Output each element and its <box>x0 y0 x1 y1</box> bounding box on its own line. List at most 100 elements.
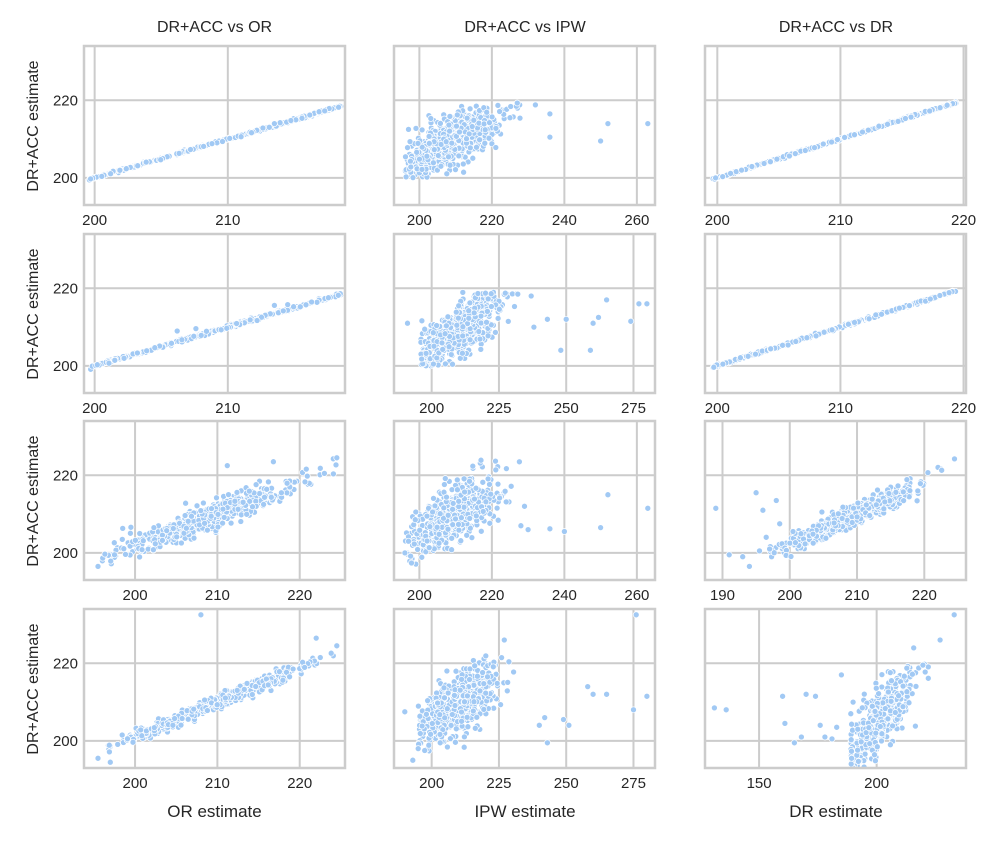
data-point <box>303 466 309 472</box>
data-point <box>471 310 477 316</box>
data-point <box>587 347 593 353</box>
data-point <box>450 506 456 512</box>
data-point <box>493 467 499 473</box>
data-point <box>288 118 294 124</box>
data-point <box>788 554 794 560</box>
data-point <box>322 108 328 114</box>
data-point <box>106 749 112 755</box>
data-point <box>460 333 466 339</box>
data-point <box>95 755 101 761</box>
data-point <box>866 316 872 322</box>
data-point <box>461 744 467 750</box>
data-point <box>303 302 309 308</box>
data-point <box>503 499 509 505</box>
data-point <box>262 494 268 500</box>
data-point <box>443 323 449 329</box>
data-point <box>244 511 250 517</box>
data-point <box>450 361 456 367</box>
data-point <box>728 170 734 176</box>
data-point <box>140 538 146 544</box>
data-point <box>449 547 455 553</box>
data-point <box>470 155 476 161</box>
data-point <box>444 171 450 177</box>
data-point <box>561 529 567 535</box>
data-point <box>852 132 858 138</box>
data-point <box>798 531 804 537</box>
x-tick-label: 200 <box>705 400 730 417</box>
data-point <box>831 520 837 526</box>
data-point <box>189 513 195 519</box>
data-point <box>442 331 448 337</box>
data-point <box>307 112 313 118</box>
data-point <box>106 742 112 748</box>
data-point <box>482 127 488 133</box>
data-point <box>767 159 773 165</box>
data-point <box>558 347 564 353</box>
data-point <box>430 330 436 336</box>
data-point <box>253 482 259 488</box>
data-point <box>249 692 255 698</box>
data-point <box>810 540 816 546</box>
data-point <box>238 519 244 525</box>
data-point <box>436 531 442 537</box>
data-point <box>454 322 460 328</box>
data-point <box>445 512 451 518</box>
x-tick-label: 200 <box>419 400 444 417</box>
data-point <box>139 547 145 553</box>
data-point <box>266 124 272 130</box>
data-point <box>299 115 305 121</box>
data-point <box>495 315 501 321</box>
data-point <box>757 548 763 554</box>
x-tick-label: 260 <box>624 587 649 604</box>
data-point <box>436 540 442 546</box>
panel-frame <box>705 46 966 205</box>
data-point <box>328 650 334 656</box>
data-point <box>447 113 453 119</box>
data-point <box>739 167 745 173</box>
data-point <box>430 160 436 166</box>
data-point <box>819 509 825 515</box>
data-point <box>849 520 855 526</box>
data-point <box>448 352 454 358</box>
data-point <box>241 686 247 692</box>
data-point <box>460 289 466 295</box>
data-point <box>108 171 114 177</box>
data-point <box>330 471 336 477</box>
data-point <box>214 702 220 708</box>
data-point <box>194 503 200 509</box>
data-point <box>497 495 503 501</box>
data-point <box>467 337 473 343</box>
data-point <box>456 153 462 159</box>
data-point <box>508 483 514 489</box>
data-point <box>467 515 473 521</box>
data-point <box>455 315 461 321</box>
data-point <box>485 333 491 339</box>
data-point <box>829 139 835 145</box>
data-point <box>925 470 931 476</box>
data-point <box>812 145 818 151</box>
data-point <box>152 541 158 547</box>
data-point <box>893 489 899 495</box>
data-point <box>419 554 425 560</box>
x-tick-label: 250 <box>554 400 579 417</box>
data-point <box>644 301 650 307</box>
data-point <box>886 491 892 497</box>
scatter-points <box>402 457 651 567</box>
data-point <box>422 326 428 332</box>
x-tick-label: 225 <box>486 400 511 417</box>
data-point <box>240 499 246 505</box>
data-point <box>284 480 290 486</box>
data-point <box>406 126 412 132</box>
data-point <box>711 364 717 370</box>
data-point <box>246 488 252 494</box>
data-point <box>202 520 208 526</box>
data-point <box>413 125 419 131</box>
data-point <box>198 332 204 338</box>
data-point <box>227 135 233 141</box>
data-point <box>138 727 144 733</box>
data-point <box>737 355 743 361</box>
data-point <box>178 540 184 546</box>
data-point <box>257 491 263 497</box>
data-point <box>121 355 127 361</box>
